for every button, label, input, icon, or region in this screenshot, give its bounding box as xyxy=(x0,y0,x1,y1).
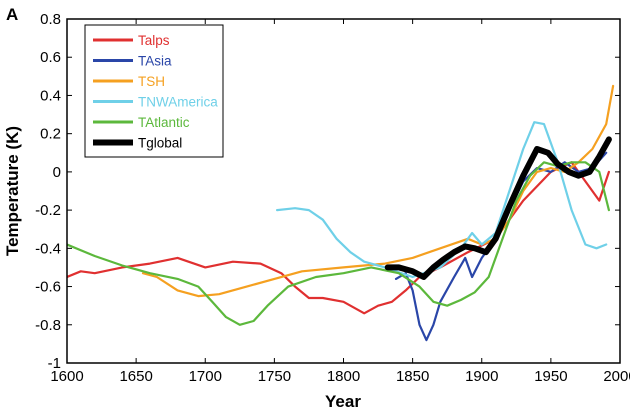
y-tick-label: -0.8 xyxy=(35,317,61,334)
y-tick-label: -0.2 xyxy=(35,202,61,219)
y-tick-label: 0 xyxy=(53,164,61,181)
x-tick-label: 1900 xyxy=(465,368,498,385)
x-tick-label: 1700 xyxy=(189,368,222,385)
x-tick-label: 1800 xyxy=(327,368,360,385)
x-tick-label: 1650 xyxy=(119,368,152,385)
legend-label-talps: Talps xyxy=(138,33,170,48)
x-tick-label: 2000 xyxy=(603,368,630,385)
y-tick-label: -1 xyxy=(48,355,61,372)
series-layer xyxy=(67,84,615,342)
legend: Talps TAsia TSH TNWAmerica TAtlantic Tglobal xyxy=(84,24,224,158)
y-tick-label: 0.8 xyxy=(40,11,61,28)
series-line-tatlantic xyxy=(67,161,611,326)
legend-label-tasia: TAsia xyxy=(138,54,172,69)
y-tick-label: 0.4 xyxy=(40,87,61,104)
x-tick-label: 1750 xyxy=(258,368,291,385)
legend-label-tglobal: Tglobal xyxy=(138,136,182,151)
y-tick-label: 0.6 xyxy=(40,49,61,66)
series-line-talps xyxy=(67,161,611,315)
x-tick-label: 1850 xyxy=(396,368,429,385)
series-line-tnwamerica xyxy=(276,121,608,279)
x-axis-title: Year xyxy=(325,392,361,411)
y-tick-label: -0.6 xyxy=(35,279,61,296)
panel-label: A xyxy=(6,5,18,24)
y-tick-label: 0.2 xyxy=(40,126,61,143)
legend-label-tsh: TSH xyxy=(138,74,165,89)
legend-box xyxy=(84,24,224,158)
series-line-tglobal xyxy=(384,136,612,280)
y-tick-label: -0.4 xyxy=(35,240,61,257)
legend-label-tnwamerica: TNWAmerica xyxy=(138,95,218,110)
x-tick-label: 1950 xyxy=(534,368,567,385)
y-axis-title: Temperature (K) xyxy=(3,126,22,256)
legend-label-tatlantic: TAtlantic xyxy=(138,115,190,130)
series-line-tasia xyxy=(394,151,608,342)
x-tick-label: 1600 xyxy=(50,368,83,385)
ticks-layer: 1600 1650 1700 1750 1800 1850 1900 1950 2000 -1 -0… xyxy=(35,11,630,385)
